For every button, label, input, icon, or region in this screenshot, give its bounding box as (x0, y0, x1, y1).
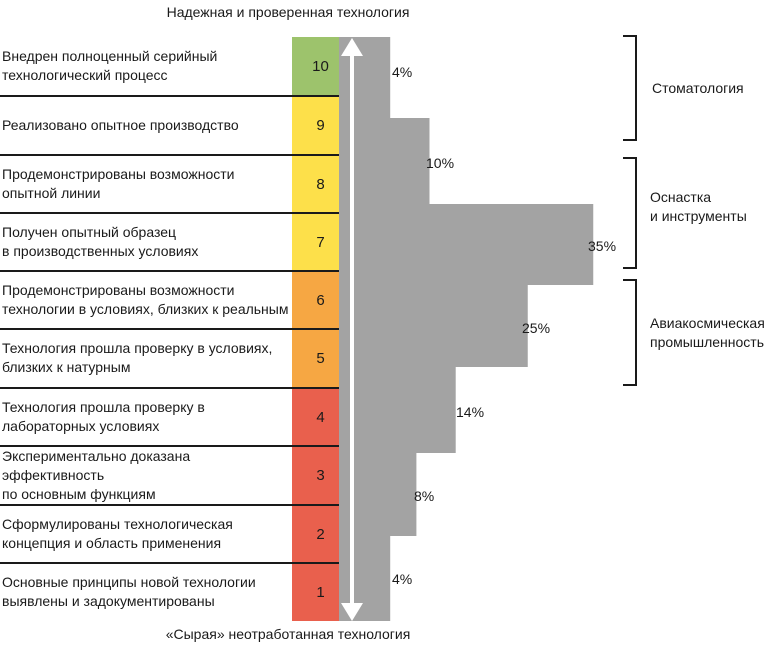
row-divider (0, 504, 349, 506)
level-description: Получен опытный образец в производственн… (2, 224, 199, 259)
industry-bracket (623, 279, 637, 386)
level-description: Внедрен полноценный серийный технологиче… (2, 48, 218, 83)
row-divider (0, 95, 349, 97)
row-divider (0, 270, 349, 272)
percent-label: 4% (392, 571, 413, 587)
distribution-bar (352, 285, 528, 367)
percent-label: 4% (392, 64, 413, 80)
distribution-bar (352, 453, 417, 536)
distribution-bar (352, 118, 430, 204)
percent-label: 25% (522, 320, 551, 336)
level-description: Сформулированы технологическая концепция… (2, 516, 233, 551)
top-label: Надежная и проверенная технология (166, 4, 410, 20)
row-divider (0, 445, 349, 447)
percent-label: 35% (588, 238, 617, 254)
level-description: Реализовано опытное производство (2, 116, 239, 133)
bottom-label: «Сырая» неотработанная технология (165, 626, 411, 642)
industry-label-tooling: Оснастка и инструменты (650, 189, 747, 224)
level-description: Продемонстрированы возможности опытной л… (2, 166, 235, 201)
double-arrow-icon (341, 38, 363, 621)
industry-bracket (623, 157, 637, 269)
level-description: Технология прошла проверку в лабораторны… (2, 399, 205, 434)
distribution-bar (352, 367, 456, 453)
industry-label-dentistry: Стоматология (652, 80, 744, 96)
level-description: Технология прошла проверку в условиях, б… (2, 340, 273, 375)
percent-label: 14% (456, 404, 485, 420)
percent-label: 10% (426, 155, 455, 171)
percent-label: 8% (414, 488, 435, 504)
industry-label-aerospace: Авиакосмическая промышленность (650, 315, 765, 350)
row-divider (0, 328, 349, 330)
level-description: Экспериментально доказана эффективность … (2, 447, 191, 502)
row-divider (0, 212, 349, 214)
level-description: Основные принципы новой технологии выявл… (2, 574, 256, 609)
row-divider (0, 387, 349, 389)
row-divider (0, 562, 349, 564)
level-row-6: Продемонстрированы возможности технологи… (0, 271, 350, 329)
industry-bracket (623, 35, 637, 141)
distribution-bar (352, 204, 594, 285)
level-description: Продемонстрированы возможности технологи… (2, 282, 289, 317)
row-divider (0, 154, 349, 156)
